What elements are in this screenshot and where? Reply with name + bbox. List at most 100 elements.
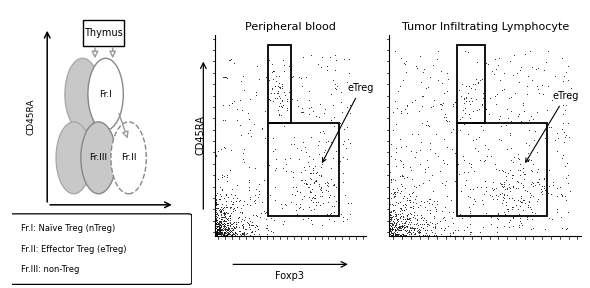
- Point: [211, 230, 220, 234]
- Point: [219, 229, 229, 234]
- Point: [214, 220, 224, 225]
- Point: [270, 69, 279, 73]
- Point: [215, 221, 225, 226]
- Point: [526, 191, 535, 195]
- Point: [237, 206, 246, 210]
- Point: [219, 215, 229, 219]
- Point: [437, 80, 447, 85]
- Point: [307, 195, 317, 200]
- Point: [287, 75, 297, 79]
- Point: [461, 95, 471, 99]
- Point: [391, 215, 401, 220]
- Point: [396, 234, 405, 238]
- Point: [212, 202, 221, 207]
- Point: [563, 121, 573, 125]
- Point: [416, 225, 425, 230]
- Point: [435, 101, 444, 106]
- Point: [237, 230, 247, 235]
- Point: [244, 188, 254, 192]
- Point: [338, 215, 348, 219]
- Point: [395, 226, 405, 230]
- Point: [389, 202, 398, 207]
- Point: [461, 98, 471, 103]
- Point: [410, 234, 419, 238]
- Point: [225, 214, 234, 218]
- Point: [337, 109, 346, 114]
- Point: [411, 234, 420, 238]
- Ellipse shape: [81, 122, 116, 194]
- Point: [241, 227, 251, 231]
- Ellipse shape: [65, 58, 100, 130]
- Point: [401, 224, 411, 229]
- Point: [219, 196, 229, 200]
- Point: [387, 233, 396, 237]
- Point: [504, 182, 513, 186]
- Point: [466, 116, 475, 120]
- Point: [411, 150, 421, 155]
- Point: [396, 56, 406, 60]
- Point: [399, 174, 408, 178]
- Point: [231, 222, 241, 226]
- Point: [274, 85, 284, 89]
- Point: [472, 107, 481, 112]
- Point: [240, 218, 249, 223]
- Point: [458, 115, 467, 119]
- Point: [450, 99, 460, 104]
- Point: [506, 132, 515, 137]
- Point: [219, 210, 229, 215]
- Point: [398, 231, 408, 236]
- Point: [215, 227, 224, 232]
- Point: [439, 137, 448, 141]
- Point: [399, 175, 409, 180]
- Point: [214, 225, 224, 230]
- Point: [211, 223, 220, 228]
- Point: [245, 227, 254, 231]
- Point: [477, 102, 487, 106]
- Point: [211, 152, 221, 157]
- Point: [274, 93, 284, 98]
- Point: [517, 221, 526, 226]
- Point: [457, 94, 466, 98]
- Point: [398, 211, 407, 216]
- Point: [391, 213, 400, 218]
- Point: [385, 229, 395, 233]
- Point: [242, 231, 251, 236]
- Point: [499, 198, 508, 202]
- Point: [489, 72, 499, 76]
- Point: [250, 229, 260, 234]
- Point: [225, 219, 235, 224]
- Point: [532, 109, 542, 114]
- Point: [232, 107, 242, 111]
- Point: [398, 221, 407, 225]
- Point: [537, 83, 546, 88]
- Point: [389, 208, 398, 213]
- Point: [324, 138, 333, 143]
- Point: [212, 234, 222, 238]
- Point: [232, 183, 241, 188]
- Point: [401, 186, 410, 191]
- Ellipse shape: [88, 58, 123, 130]
- Point: [389, 190, 399, 194]
- Point: [211, 233, 220, 238]
- Point: [213, 177, 222, 181]
- Point: [339, 139, 349, 143]
- Point: [227, 233, 236, 237]
- Point: [512, 214, 522, 219]
- Point: [386, 212, 395, 216]
- FancyBboxPatch shape: [83, 20, 124, 46]
- Point: [418, 214, 427, 219]
- Point: [319, 155, 329, 159]
- Point: [228, 225, 237, 230]
- Point: [465, 99, 474, 103]
- Point: [274, 112, 284, 117]
- Point: [216, 208, 225, 213]
- Point: [497, 200, 507, 205]
- Point: [218, 232, 228, 236]
- Point: [279, 219, 289, 223]
- Point: [463, 225, 472, 230]
- Point: [453, 228, 463, 232]
- Point: [211, 231, 221, 235]
- Point: [314, 182, 324, 187]
- Point: [506, 95, 516, 99]
- Point: [222, 175, 232, 180]
